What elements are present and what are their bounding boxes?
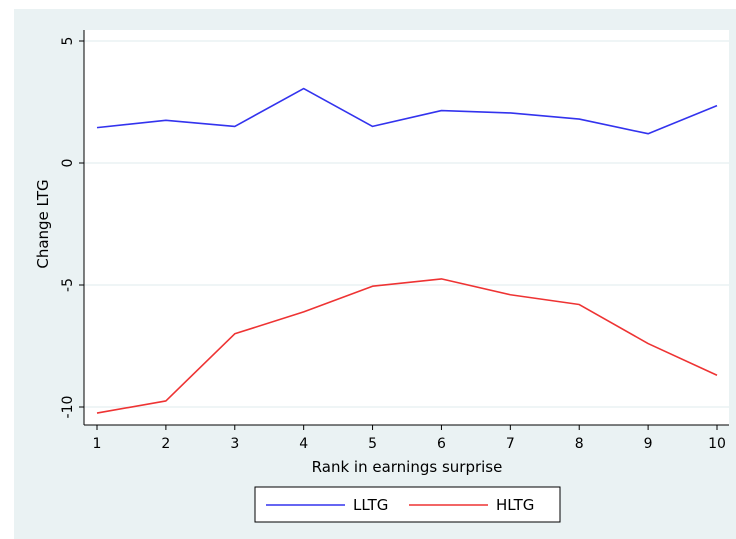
series-layer	[96, 87, 718, 414]
x-tick-label: 9	[644, 436, 653, 452]
x-tick-label: 10	[708, 436, 726, 452]
series-line-hltg	[96, 278, 718, 414]
x-tick-label: 1	[93, 436, 102, 452]
x-tick-label: 5	[368, 436, 377, 452]
x-tick-label: 7	[506, 436, 515, 452]
y-axis-title: Change LTG	[34, 179, 52, 268]
y-tick-label: -10	[60, 396, 76, 419]
legend: LLTG HLTG	[254, 486, 561, 523]
series-line-lltg	[96, 87, 718, 135]
x-tick-label: 8	[575, 436, 584, 452]
legend-box	[254, 486, 561, 523]
y-tick-label: -5	[60, 278, 76, 292]
x-axis-title: Rank in earnings surprise	[312, 458, 503, 476]
x-tick-label: 4	[299, 436, 308, 452]
y-tick-label: 5	[60, 37, 76, 46]
x-tick-label: 6	[437, 436, 446, 452]
x-tick-label: 3	[230, 436, 239, 452]
gridlines	[84, 40, 729, 408]
y-tick-label: 0	[60, 159, 76, 168]
x-tick-label: 2	[161, 436, 170, 452]
legend-label-lltg: LLTG	[353, 496, 388, 514]
plot-area	[84, 30, 729, 425]
legend-label-hltg: HLTG	[496, 496, 534, 514]
axes: 5 0 -5 -10 1 2 3 4 5 6 7 8 9 10	[60, 30, 729, 452]
